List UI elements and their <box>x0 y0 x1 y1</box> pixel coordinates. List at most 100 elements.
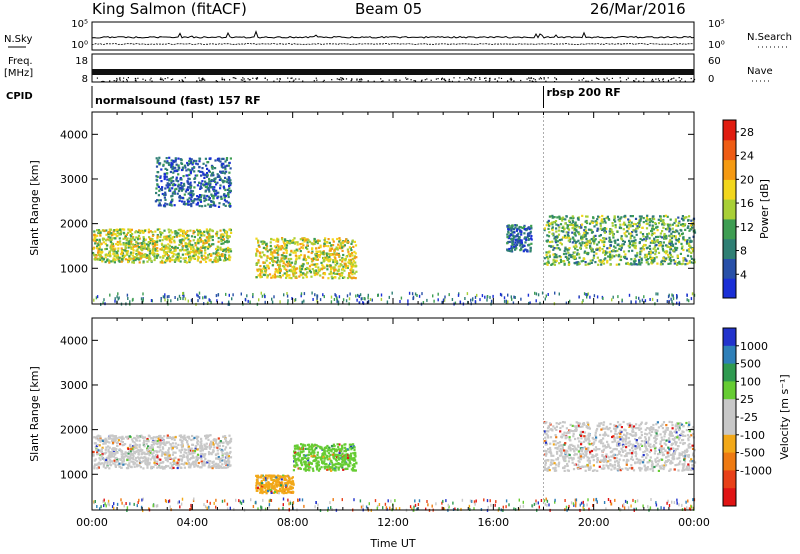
data-cell <box>104 448 107 451</box>
data-cell <box>339 239 342 242</box>
data-cell <box>210 200 213 203</box>
data-cell <box>212 179 215 182</box>
data-cell <box>646 218 649 221</box>
data-cell <box>640 257 643 260</box>
data-cell <box>346 266 349 269</box>
data-cell <box>191 168 194 171</box>
data-cell <box>171 251 174 254</box>
data-cell <box>176 169 179 173</box>
data-cell <box>315 255 318 258</box>
data-cell <box>672 294 674 298</box>
data-cell <box>142 236 145 239</box>
data-cell <box>217 259 220 263</box>
data-cell <box>593 251 596 254</box>
data-cell <box>122 460 125 463</box>
data-cell <box>132 249 135 252</box>
data-cell <box>138 439 141 442</box>
data-cell <box>592 216 595 219</box>
data-cell <box>524 236 527 239</box>
data-cell <box>302 276 305 279</box>
data-cell <box>217 175 220 178</box>
data-cell <box>202 173 205 176</box>
data-cell <box>105 446 108 449</box>
data-cell <box>186 441 189 444</box>
data-cell <box>96 234 99 237</box>
data-cell <box>596 256 599 259</box>
data-cell <box>118 259 121 262</box>
nave-point <box>448 80 450 82</box>
data-cell <box>186 459 189 462</box>
data-cell <box>656 225 659 228</box>
data-cell <box>224 240 227 243</box>
data-cell <box>113 254 116 257</box>
data-cell <box>187 203 190 206</box>
data-cell <box>267 256 270 259</box>
data-cell <box>156 239 159 242</box>
data-cell <box>228 235 231 238</box>
data-cell <box>194 462 197 465</box>
data-cell <box>141 243 144 246</box>
data-cell <box>649 255 652 258</box>
nave-point <box>498 77 500 79</box>
data-cell <box>558 248 562 251</box>
data-cell <box>216 195 219 198</box>
data-cell <box>156 460 159 463</box>
data-cell <box>227 236 230 239</box>
data-cell <box>165 157 168 160</box>
data-cell <box>673 262 676 265</box>
data-cell <box>517 232 520 235</box>
data-cell <box>140 249 143 252</box>
data-cell <box>214 465 217 468</box>
data-cell <box>591 230 594 234</box>
data-cell <box>226 240 229 243</box>
data-cell <box>109 236 112 239</box>
data-cell <box>336 297 338 301</box>
data-cell <box>218 464 221 467</box>
data-cell <box>114 258 117 261</box>
data-cell <box>553 263 556 266</box>
data-cell <box>113 447 116 450</box>
data-cell <box>182 175 185 178</box>
data-cell <box>112 245 115 248</box>
data-cell <box>174 232 177 235</box>
data-cell <box>207 465 211 468</box>
data-cell <box>116 254 119 257</box>
data-cell <box>223 180 226 183</box>
data-cell <box>201 232 204 235</box>
data-cell <box>634 241 637 245</box>
data-cell <box>333 255 336 258</box>
data-cell <box>603 238 606 241</box>
data-cell <box>104 442 107 445</box>
data-cell <box>132 245 135 248</box>
data-cell <box>201 449 204 452</box>
data-cell <box>114 436 117 439</box>
data-cell <box>222 162 225 165</box>
data-cell <box>181 436 184 439</box>
data-cell <box>263 265 266 268</box>
nave-point <box>342 78 345 80</box>
data-cell <box>399 300 401 303</box>
data-cell <box>99 258 102 261</box>
data-cell <box>225 439 228 443</box>
data-cell <box>220 164 223 167</box>
data-cell <box>655 292 657 296</box>
data-cell <box>354 265 357 268</box>
data-cell <box>316 294 319 298</box>
data-cell <box>551 228 554 232</box>
data-cell <box>617 255 620 258</box>
data-cell <box>140 461 143 464</box>
data-cell <box>177 168 180 171</box>
data-cell <box>343 258 346 261</box>
data-cell <box>98 240 101 243</box>
data-cell <box>215 249 219 252</box>
data-cell <box>161 231 164 235</box>
data-cell <box>177 297 179 301</box>
data-cell <box>142 255 145 258</box>
data-cell <box>651 251 654 254</box>
data-cell <box>170 159 173 162</box>
data-cell <box>642 238 646 241</box>
data-cell <box>507 293 509 297</box>
data-cell <box>129 450 132 453</box>
nave-point <box>331 79 333 81</box>
data-cell <box>522 250 525 253</box>
